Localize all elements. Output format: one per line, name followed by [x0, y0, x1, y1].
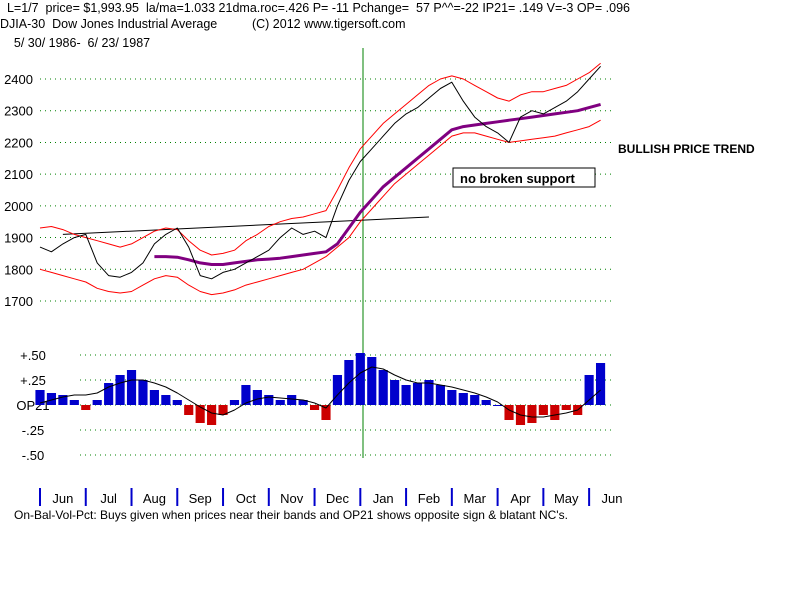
op21-bar [538, 405, 548, 415]
upper-band-line [39, 62, 601, 256]
op21-bar [264, 395, 274, 405]
op21-bar [172, 400, 182, 405]
op21-bar [332, 375, 343, 405]
month-tick-label: Nov [280, 491, 304, 506]
op21-bar [149, 390, 159, 405]
lower-band-line [39, 119, 601, 296]
op21-bar [126, 370, 137, 405]
price-axis-tick-label: 1800 [4, 262, 33, 277]
op21-bar [355, 353, 365, 405]
op21-bar [458, 393, 468, 405]
month-tick-label: May [554, 491, 579, 506]
month-tick-label: Jul [100, 491, 117, 506]
op21-bar [550, 405, 560, 420]
op21-bar [104, 383, 114, 405]
price-axis-tick-label: 2400 [4, 72, 33, 87]
op21-bar [195, 405, 205, 423]
month-tick-label: Apr [510, 491, 531, 506]
op21-axis-tick-label: OP21 [16, 398, 49, 413]
op21-bar [470, 395, 480, 405]
op21-bar [435, 385, 445, 405]
op21-bar [218, 405, 228, 415]
op21-ma-line [39, 366, 601, 418]
month-tick-label: Jun [602, 491, 623, 506]
op21-bar [81, 405, 91, 410]
month-tick-label: Mar [464, 491, 487, 506]
support-annotation: no broken support [460, 171, 576, 186]
op21-bar [595, 363, 606, 405]
header-title: DJIA-30 Dow Jones Industrial Average (C)… [0, 17, 406, 31]
op21-bar [298, 400, 308, 405]
op21-bar [58, 395, 68, 405]
month-tick-label: Dec [326, 491, 350, 506]
op21-bar [561, 405, 571, 410]
op21-axis-tick-label: -.25 [22, 423, 44, 438]
op21-bar [527, 405, 537, 423]
price-axis-tick-label: 2100 [4, 167, 33, 182]
op21-bar [35, 390, 45, 405]
op21-bar [367, 357, 377, 405]
resistance-trendline [62, 216, 429, 235]
op21-axis-tick-label: +.50 [20, 348, 46, 363]
op21-bar [412, 383, 423, 405]
op21-bar [252, 390, 262, 405]
month-tick-label: Aug [143, 491, 166, 506]
support-annotation-box [452, 167, 596, 188]
moving-average-line [154, 102, 602, 266]
op21-bar [69, 400, 79, 405]
op21-bar [390, 380, 400, 405]
op21-bar [424, 380, 434, 405]
month-tick-label: Sep [189, 491, 212, 506]
op21-axis-tick-label: -.50 [22, 448, 44, 463]
op21-bar [447, 390, 457, 405]
header-stats: L=1/7 price= $1,993.95 la/ma=1.033 21dma… [0, 1, 630, 15]
price-axis-tick-label: 1900 [4, 231, 33, 246]
trend-annotation: BULLISH PRICE TREND [618, 142, 755, 156]
op21-bar [275, 400, 285, 405]
op21-bar [115, 375, 125, 405]
price-axis-tick-label: 2300 [4, 104, 33, 119]
op21-bar [378, 370, 388, 405]
op21-bar [321, 405, 331, 420]
op21-bar [401, 385, 411, 405]
op21-bar [287, 395, 297, 405]
op21-bar [309, 405, 320, 410]
month-tick-label: Feb [418, 491, 440, 506]
op21-bar [504, 405, 514, 420]
op21-bar [481, 400, 491, 405]
op21-bar [229, 400, 240, 405]
op21-bar [241, 385, 251, 405]
op21-bar [584, 375, 594, 405]
op21-bar [92, 400, 102, 405]
op21-bar [493, 405, 503, 406]
op21-bar [46, 393, 57, 405]
price-axis-tick-label: 2200 [4, 135, 33, 150]
month-tick-label: Jun [52, 491, 73, 506]
price-axis-tick-label: 2000 [4, 199, 33, 214]
footer-note: On-Bal-Vol-Pct: Buys given when prices n… [14, 508, 568, 522]
price-line [39, 65, 601, 280]
op21-axis-tick-label: +.25 [20, 373, 46, 388]
month-tick-label: Oct [236, 491, 257, 506]
header-date-range: 5/ 30/ 1986- 6/ 23/ 1987 [0, 36, 151, 50]
op21-bar [184, 405, 194, 415]
month-tick-label: Jan [373, 491, 394, 506]
op21-bar [207, 405, 217, 425]
price-axis-tick-label: 1700 [4, 294, 33, 309]
op21-bar [161, 395, 171, 405]
op21-bar [138, 380, 148, 405]
